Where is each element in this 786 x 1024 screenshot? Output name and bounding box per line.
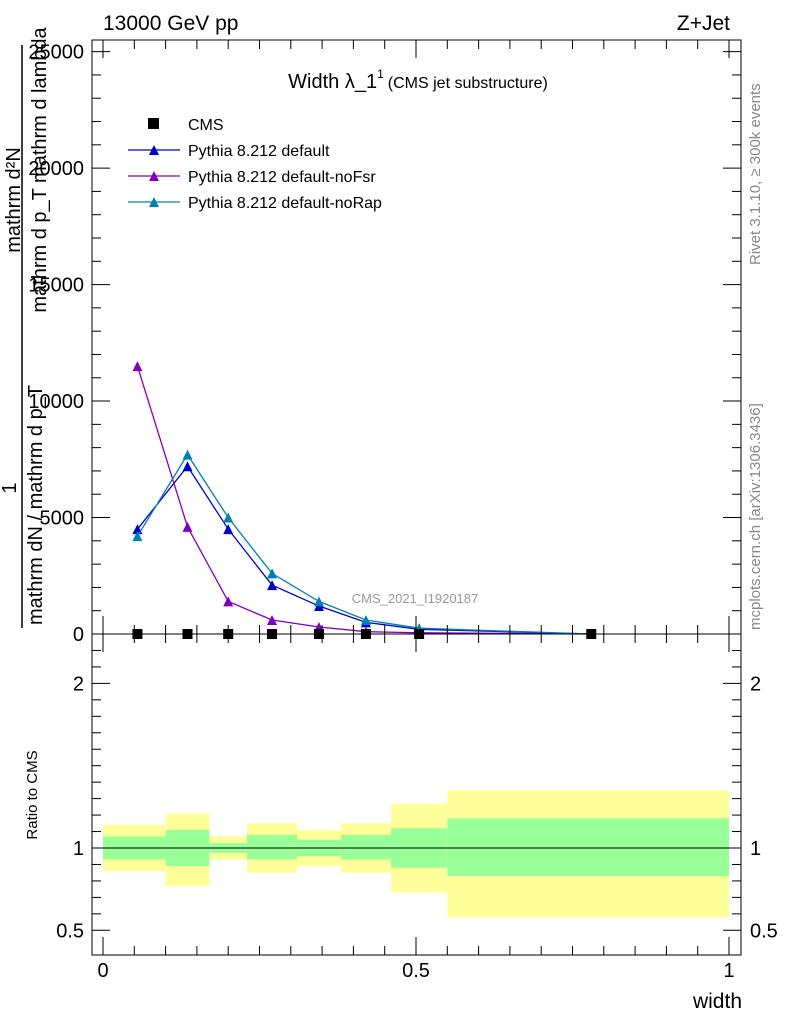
data-point-3	[360, 615, 371, 626]
analysis-watermark: CMS_2021_I1920187	[352, 591, 479, 606]
y-tick-label: 20000	[28, 158, 84, 180]
y-tick-label: 5000	[40, 508, 85, 530]
x-tick-label: 0.5	[402, 960, 430, 982]
legend-label: Pythia 8.212 default-noFsr	[188, 169, 376, 186]
data-point-2	[267, 615, 278, 626]
x-tick-label: 1	[723, 960, 734, 982]
x-tick-label: 0	[97, 960, 108, 982]
legend-marker	[148, 118, 159, 129]
ylabel-d2n: mathrm d²N	[3, 147, 25, 253]
data-point-1	[267, 580, 278, 591]
stat-uncertainty-band	[447, 818, 729, 876]
data-point-3	[223, 512, 234, 523]
main-plot: CMS_2021_I1920187 Width λ_11 (CMS jet sub…	[28, 39, 742, 646]
data-point-1	[182, 461, 193, 472]
ylabel-fraction-bottom: mathrm dN / mathrm d p_T	[25, 385, 47, 625]
plot-subtitle: (CMS jet substructure)	[388, 75, 548, 92]
ratio-y-tick-label: 1	[73, 838, 84, 860]
data-point-2	[223, 596, 234, 607]
plot-title-sup: 1	[377, 67, 384, 81]
main-ylabel: 1	[0, 482, 21, 493]
legend-marker	[149, 145, 159, 155]
stat-uncertainty-band	[340, 834, 391, 860]
series-line-1	[136, 465, 592, 635]
series-line-3	[136, 453, 592, 635]
data-point-3	[132, 531, 143, 542]
mcplots-label: mcplots.cern.ch [arXiv:1306.3436]	[747, 403, 764, 630]
rivet-label-group: Rivet 3.1.10, ≥ 300k events	[747, 83, 764, 265]
ratio-y-tick-label: 0.5	[56, 920, 84, 942]
legend-label: Pythia 8.212 default-noRap	[188, 195, 382, 212]
legend: CMS Pythia 8.212 default Pythia 8.212 defa…	[128, 117, 382, 212]
stat-uncertainty-band	[246, 834, 298, 860]
ratio-plot: 0.5 0.5 1 1 2 2 0 0.5 1	[56, 633, 778, 982]
series-line-2	[136, 365, 592, 635]
ylabel-one: 1	[0, 482, 21, 493]
ylabel-norm: mathrm dN / mathrm d p_T	[25, 385, 47, 625]
data-point-1	[223, 524, 234, 535]
process-label: Z+Jet	[677, 12, 730, 35]
x-axis-label: width	[692, 990, 742, 1013]
mcplots-label-group: mcplots.cern.ch [arXiv:1306.3436]	[747, 403, 764, 630]
data-point-3	[313, 596, 324, 607]
ratio-ylabel: Ratio to CMS	[24, 750, 41, 839]
data-point-2	[182, 521, 193, 532]
y-tick-label: 0	[73, 624, 84, 646]
plot-title: Width λ_11 (CMS jet substructure)	[288, 67, 548, 93]
ratio-y-tick-label-right: 2	[750, 673, 761, 695]
ylabel-fraction-top: mathrm d²N	[3, 147, 25, 253]
data-point-3	[267, 568, 278, 579]
legend-marker	[149, 197, 159, 207]
ratio-y-tick-label-right: 1	[750, 838, 761, 860]
ylabel-den: mathrm d p_T mathrm d lambda	[29, 26, 51, 312]
energy-label: 13000 GeV pp	[103, 12, 238, 35]
legend-label: Pythia 8.212 default	[188, 143, 330, 160]
y-tick-label: 10000	[28, 391, 84, 413]
data-point-3	[182, 449, 193, 460]
ratio-ylabel-group: Ratio to CMS	[24, 750, 41, 839]
y-tick-label: 25000	[28, 42, 84, 64]
plot-title-main: Width λ_1	[288, 71, 377, 93]
legend-marker	[149, 171, 159, 181]
ratio-y-tick-label-right: 0.5	[750, 920, 778, 942]
data-point-2	[132, 361, 143, 372]
legend-label: CMS	[188, 117, 224, 134]
ratio-y-tick-label: 2	[73, 673, 84, 695]
rivet-label: Rivet 3.1.10, ≥ 300k events	[747, 83, 764, 265]
ylabel-fraction-den: mathrm d p_T mathrm d lambda	[29, 26, 51, 312]
y-tick-label: 15000	[28, 275, 84, 297]
